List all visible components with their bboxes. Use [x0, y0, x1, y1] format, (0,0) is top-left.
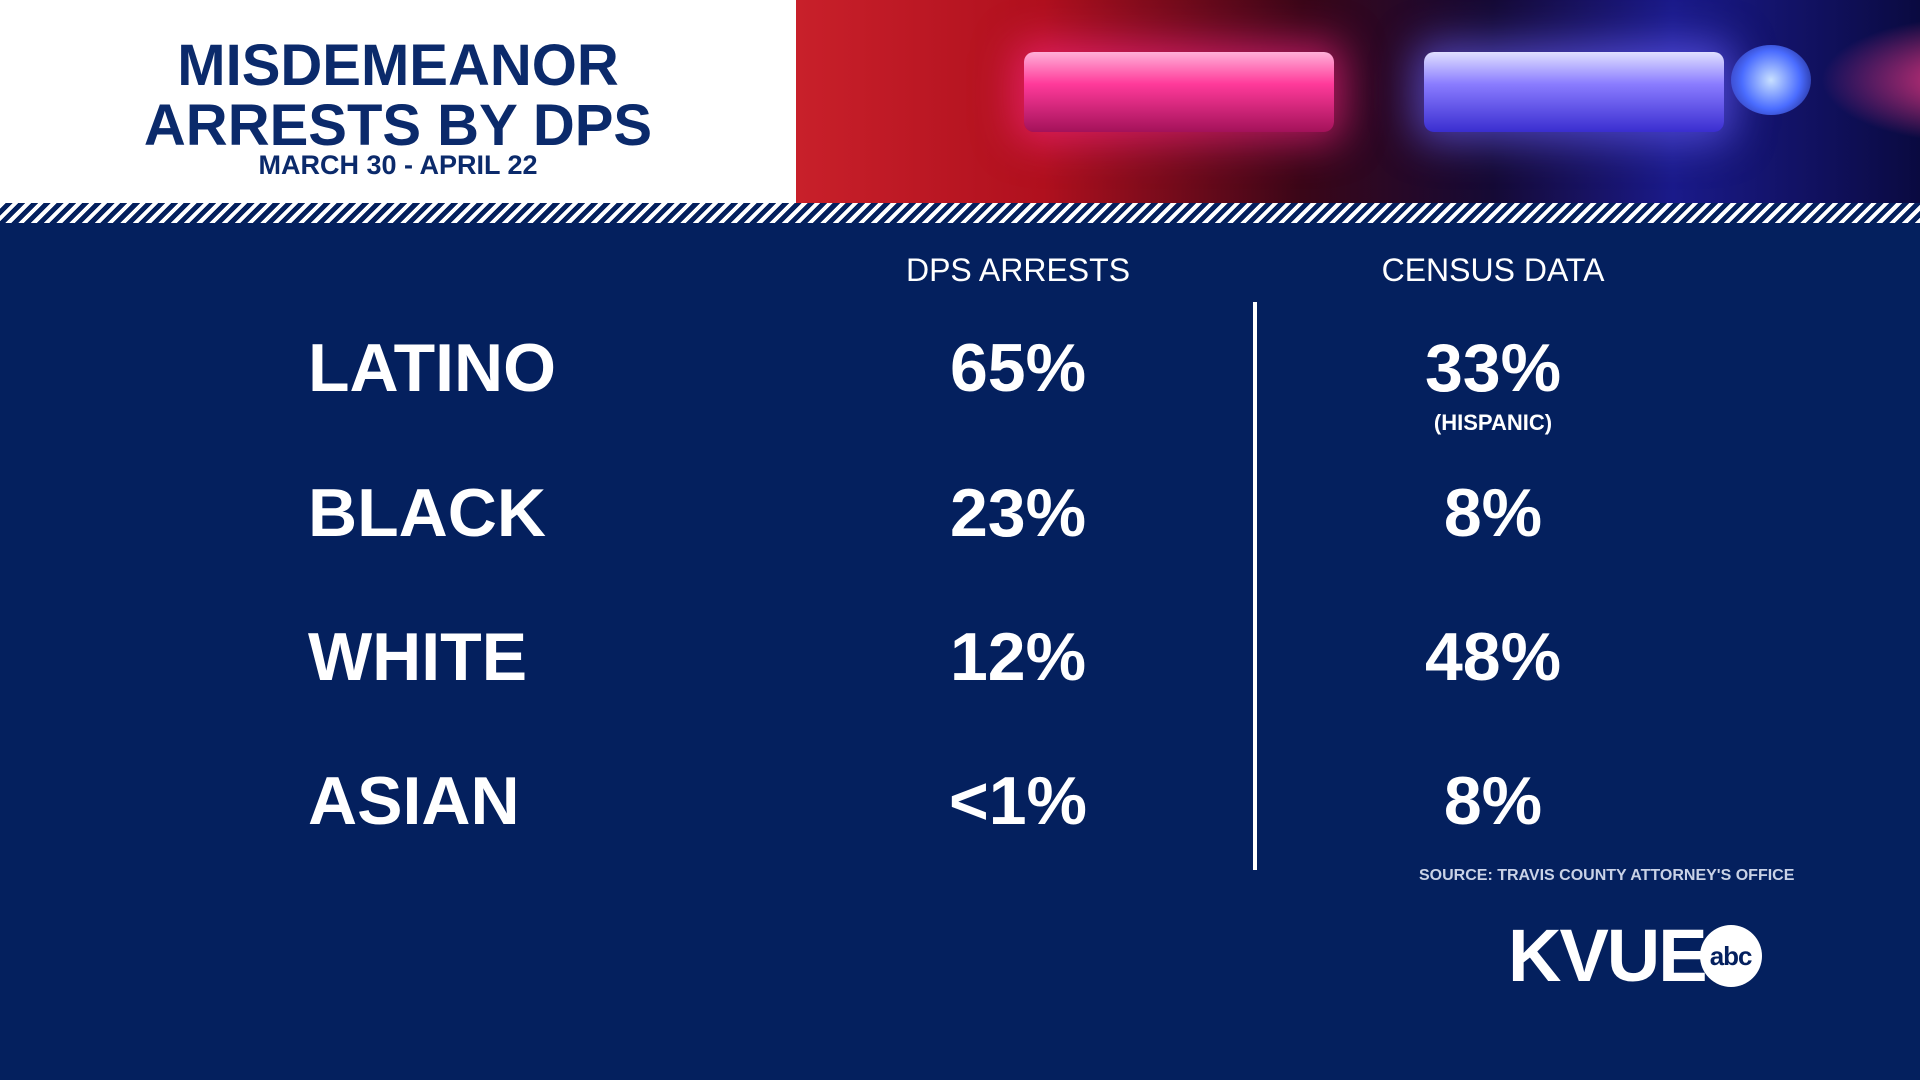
- column-divider: [1253, 302, 1257, 870]
- blue-light-bar: [1424, 52, 1724, 132]
- census-note-hispanic: (HISPANIC): [1433, 410, 1553, 435]
- source-note: SOURCE: TRAVIS COUNTY ATTORNEY'S OFFICE: [1419, 867, 1795, 884]
- header-panel: MISDEMEANOR ARRESTS BY DPS: [0, 0, 796, 203]
- title-line-1: MISDEMEANOR: [177, 33, 619, 98]
- census-value-white: 48%: [1424, 619, 1562, 695]
- census-value-asian: 8%: [1443, 763, 1543, 839]
- census-value-black: 8%: [1443, 475, 1543, 551]
- kvue-logo-text: KVUE: [1508, 914, 1708, 997]
- dps-value-white: 12%: [949, 619, 1087, 695]
- census-value-latino: 33%: [1424, 330, 1562, 406]
- dps-value-asian: <1%: [949, 763, 1087, 839]
- kvue-abc-logo: KVUE abc: [1508, 914, 1762, 997]
- row-label-latino: LATINO: [308, 330, 557, 406]
- row-label-white: WHITE: [308, 619, 528, 695]
- row-label-asian: ASIAN: [308, 763, 520, 839]
- census-data-header: CENSUS DATA: [1381, 252, 1605, 288]
- dps-value-black: 23%: [949, 475, 1087, 551]
- abc-logo-icon: abc: [1699, 925, 1762, 987]
- striped-divider: [0, 203, 1920, 223]
- date-range-subtitle: MARCH 30 - APRIL 22: [258, 150, 538, 180]
- blue-light-glow: [1731, 45, 1811, 115]
- police-lights-photo: [796, 0, 1920, 203]
- row-label-black: BLACK: [308, 475, 546, 551]
- title-line-2: ARRESTS BY DPS: [143, 93, 653, 158]
- dps-arrests-header: DPS ARRESTS: [905, 252, 1131, 288]
- dps-value-latino: 65%: [949, 330, 1087, 406]
- red-light-bar: [1024, 52, 1334, 132]
